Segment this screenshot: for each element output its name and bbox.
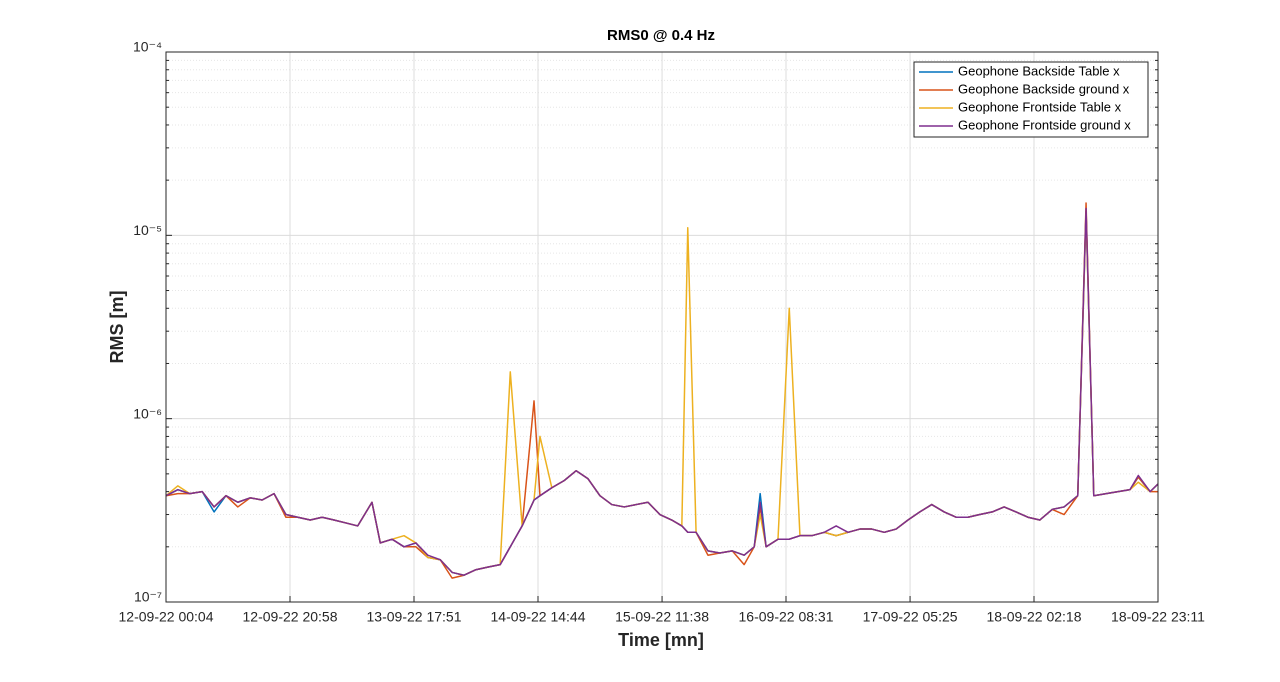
series-line: [165, 207, 1159, 576]
x-tick-label: 12-09-22 20:58: [243, 609, 338, 625]
y-tick-label: 10⁻⁵: [133, 222, 162, 238]
legend: Geophone Backside Table x Geophone Backsi…: [913, 61, 1149, 138]
x-tick-label: 16-09-22 08:31: [739, 609, 834, 625]
y-axis-label: RMS [m]: [107, 291, 127, 364]
x-tick-label: 13-09-22 17:51: [367, 609, 462, 625]
x-tick-label: 14-09-22 14:44: [491, 609, 586, 625]
lines: [165, 202, 1159, 579]
y-tick-label: 10⁻⁷: [134, 589, 162, 605]
y-tick-label: 10⁻⁴: [133, 39, 162, 55]
legend-label: Geophone Backside Table x: [958, 63, 1120, 78]
x-axis-label: Time [mn]: [618, 630, 704, 650]
x-tick-label: 17-09-22 05:25: [863, 609, 958, 625]
x-tick-label: 12-09-22 00:04: [119, 609, 214, 625]
axes-box: [165, 51, 1159, 603]
y-tick-label: 10⁻⁶: [133, 405, 162, 421]
x-tick-label: 18-09-22 02:18: [987, 609, 1082, 625]
x-tick-label: 18-09-22 23:11: [1111, 609, 1205, 625]
legend-label: Geophone Frontside ground x: [958, 117, 1131, 132]
legend-label: Geophone Frontside Table x: [958, 99, 1122, 114]
legend-label: Geophone Backside ground x: [958, 81, 1130, 96]
chart-title: RMS0 @ 0.4 Hz: [607, 27, 715, 44]
x-tick-label: 15-09-22 11:38: [615, 609, 709, 625]
legend-box: [913, 61, 1149, 138]
